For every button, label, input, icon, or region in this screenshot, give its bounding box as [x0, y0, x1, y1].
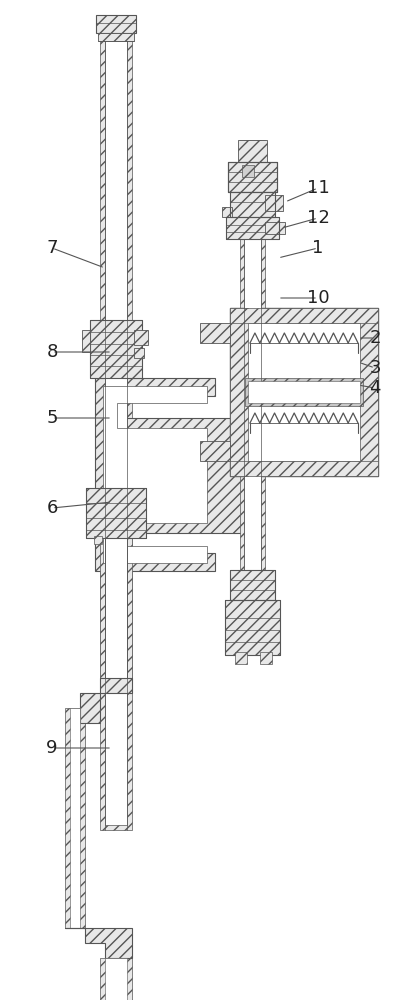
Bar — [100, 538, 132, 678]
Text: 2: 2 — [369, 329, 381, 347]
Bar — [230, 308, 378, 323]
Bar — [235, 652, 247, 664]
Bar — [226, 217, 279, 239]
Text: 6: 6 — [46, 499, 58, 517]
Bar — [230, 192, 275, 217]
Text: 1: 1 — [312, 239, 324, 257]
Polygon shape — [80, 678, 132, 723]
Text: 7: 7 — [46, 239, 58, 257]
Bar — [228, 162, 277, 192]
Bar — [100, 15, 132, 830]
Bar — [222, 207, 232, 217]
Bar — [100, 958, 132, 1000]
Bar — [228, 162, 277, 192]
Bar — [134, 330, 148, 345]
Bar — [230, 570, 275, 600]
Bar — [90, 320, 142, 378]
Bar — [86, 488, 146, 538]
Bar — [96, 15, 136, 33]
Bar — [230, 308, 248, 476]
Bar — [70, 708, 80, 928]
Bar — [90, 320, 142, 378]
Text: 9: 9 — [46, 739, 58, 757]
Bar — [242, 165, 254, 177]
Bar — [86, 488, 146, 538]
Bar — [98, 33, 134, 41]
Bar — [230, 308, 378, 476]
Bar — [260, 652, 272, 664]
Text: 5: 5 — [46, 409, 58, 427]
Bar — [265, 195, 283, 211]
Bar — [65, 708, 85, 928]
Bar — [94, 536, 102, 544]
Bar — [82, 330, 90, 352]
Bar — [225, 600, 280, 655]
Bar — [134, 348, 144, 358]
Text: 10: 10 — [307, 289, 329, 307]
Text: 3: 3 — [369, 359, 381, 377]
Bar — [248, 381, 360, 403]
Bar — [230, 192, 275, 217]
Text: 4: 4 — [369, 379, 381, 397]
Bar — [225, 600, 280, 655]
Bar — [244, 140, 261, 650]
Bar — [245, 378, 363, 406]
Bar — [265, 222, 285, 234]
Bar — [230, 461, 378, 476]
Bar — [200, 323, 230, 343]
Text: 8: 8 — [46, 343, 58, 361]
Bar — [230, 570, 275, 600]
Bar — [105, 958, 127, 1000]
Bar — [240, 140, 265, 650]
Bar — [105, 538, 127, 678]
Bar — [200, 441, 230, 461]
Bar — [360, 308, 378, 476]
Bar — [245, 323, 363, 461]
Text: 11: 11 — [307, 179, 329, 197]
Text: 12: 12 — [307, 209, 329, 227]
Bar — [238, 140, 267, 162]
Bar — [105, 20, 127, 825]
Polygon shape — [65, 928, 132, 958]
Polygon shape — [95, 378, 250, 571]
Bar — [226, 217, 279, 239]
Polygon shape — [103, 386, 207, 563]
